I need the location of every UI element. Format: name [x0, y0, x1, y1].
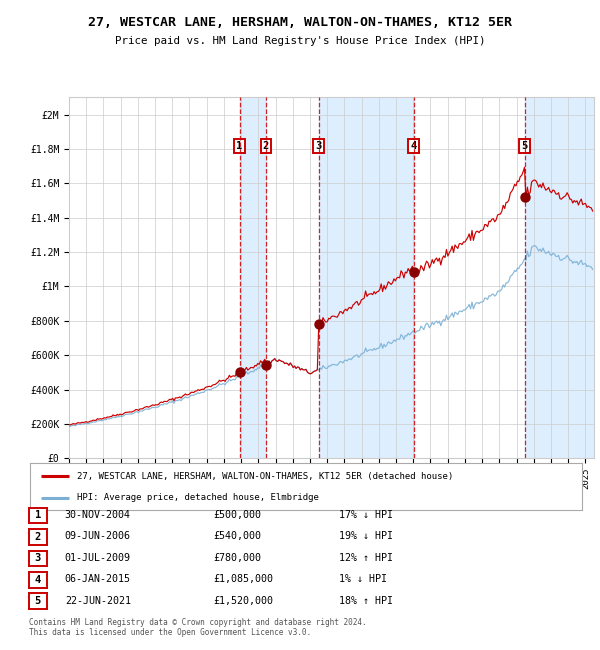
Text: 2: 2 — [35, 532, 41, 542]
Text: 18% ↑ HPI: 18% ↑ HPI — [339, 595, 393, 606]
Text: 01-JUL-2009: 01-JUL-2009 — [65, 552, 131, 563]
Text: 5: 5 — [521, 141, 528, 151]
Text: 1: 1 — [35, 510, 41, 521]
Text: 30-NOV-2004: 30-NOV-2004 — [65, 510, 131, 520]
Bar — [239, 98, 266, 458]
Text: 4: 4 — [410, 141, 417, 151]
Text: 2: 2 — [263, 141, 269, 151]
Text: £1,085,000: £1,085,000 — [213, 574, 273, 584]
Text: 3: 3 — [316, 141, 322, 151]
Text: 4: 4 — [35, 575, 41, 585]
Text: £1,520,000: £1,520,000 — [213, 595, 273, 606]
Text: 1: 1 — [236, 141, 243, 151]
Bar — [524, 98, 594, 458]
Text: 27, WESTCAR LANE, HERSHAM, WALTON-ON-THAMES, KT12 5ER: 27, WESTCAR LANE, HERSHAM, WALTON-ON-THA… — [88, 16, 512, 29]
Text: 3: 3 — [35, 553, 41, 564]
Text: 22-JUN-2021: 22-JUN-2021 — [65, 595, 131, 606]
Text: 12% ↑ HPI: 12% ↑ HPI — [339, 552, 393, 563]
Text: HPI: Average price, detached house, Elmbridge: HPI: Average price, detached house, Elmb… — [77, 493, 319, 502]
Text: Contains HM Land Registry data © Crown copyright and database right 2024.
This d: Contains HM Land Registry data © Crown c… — [29, 618, 367, 637]
Text: 1% ↓ HPI: 1% ↓ HPI — [339, 574, 387, 584]
Text: £500,000: £500,000 — [213, 510, 261, 520]
Text: £780,000: £780,000 — [213, 552, 261, 563]
Text: Price paid vs. HM Land Registry's House Price Index (HPI): Price paid vs. HM Land Registry's House … — [115, 36, 485, 46]
Text: 06-JAN-2015: 06-JAN-2015 — [65, 574, 131, 584]
Text: 5: 5 — [35, 596, 41, 606]
Text: 09-JUN-2006: 09-JUN-2006 — [65, 531, 131, 541]
Text: 27, WESTCAR LANE, HERSHAM, WALTON-ON-THAMES, KT12 5ER (detached house): 27, WESTCAR LANE, HERSHAM, WALTON-ON-THA… — [77, 472, 453, 480]
Text: £540,000: £540,000 — [213, 531, 261, 541]
Bar — [319, 98, 413, 458]
Text: 19% ↓ HPI: 19% ↓ HPI — [339, 531, 393, 541]
Text: 17% ↓ HPI: 17% ↓ HPI — [339, 510, 393, 520]
